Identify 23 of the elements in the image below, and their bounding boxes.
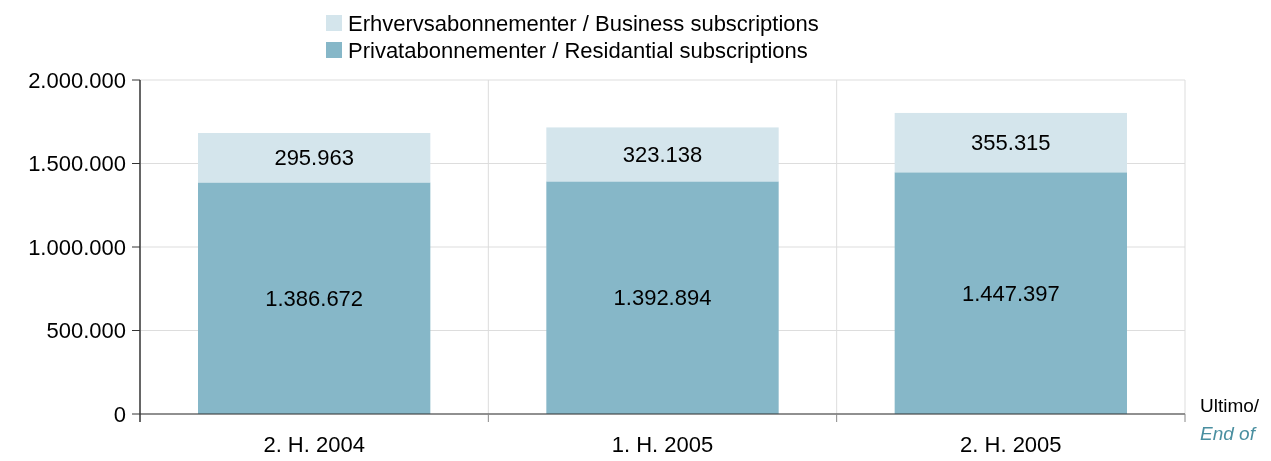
x-tick-label: 2. H. 2005 <box>960 432 1062 457</box>
data-label: 1.386.672 <box>265 285 364 311</box>
data-label: 295.963 <box>274 145 354 171</box>
x-tick-label: 1. H. 2005 <box>611 432 714 457</box>
data-label: 1.447.397 <box>961 280 1060 306</box>
data-label: 1.392.894 <box>613 285 712 311</box>
y-tick-label: 500.000 <box>46 318 126 344</box>
y-tick-label: 1.000.000 <box>28 234 126 260</box>
legend-label: Erhvervsabonnementer / Business subscriptions <box>348 10 819 36</box>
y-tick-label: 1.500.000 <box>28 151 126 177</box>
x-tick-label: 2. H. 2004 <box>263 432 365 457</box>
bar <box>894 172 1127 414</box>
y-tick-label: 0 <box>113 401 126 427</box>
bar <box>894 112 1127 173</box>
bar <box>198 182 431 414</box>
bar <box>546 127 779 182</box>
x-axis-title: Ultimo/ End of <box>1200 395 1260 444</box>
data-label: 355.315 <box>971 130 1051 156</box>
data-label: 323.138 <box>622 142 703 168</box>
bar <box>198 133 431 183</box>
legend-label: Privatabonnementer / Residantial subscriptions <box>348 37 808 63</box>
y-tick-label: 2.000.000 <box>28 67 126 93</box>
bar <box>546 181 779 414</box>
